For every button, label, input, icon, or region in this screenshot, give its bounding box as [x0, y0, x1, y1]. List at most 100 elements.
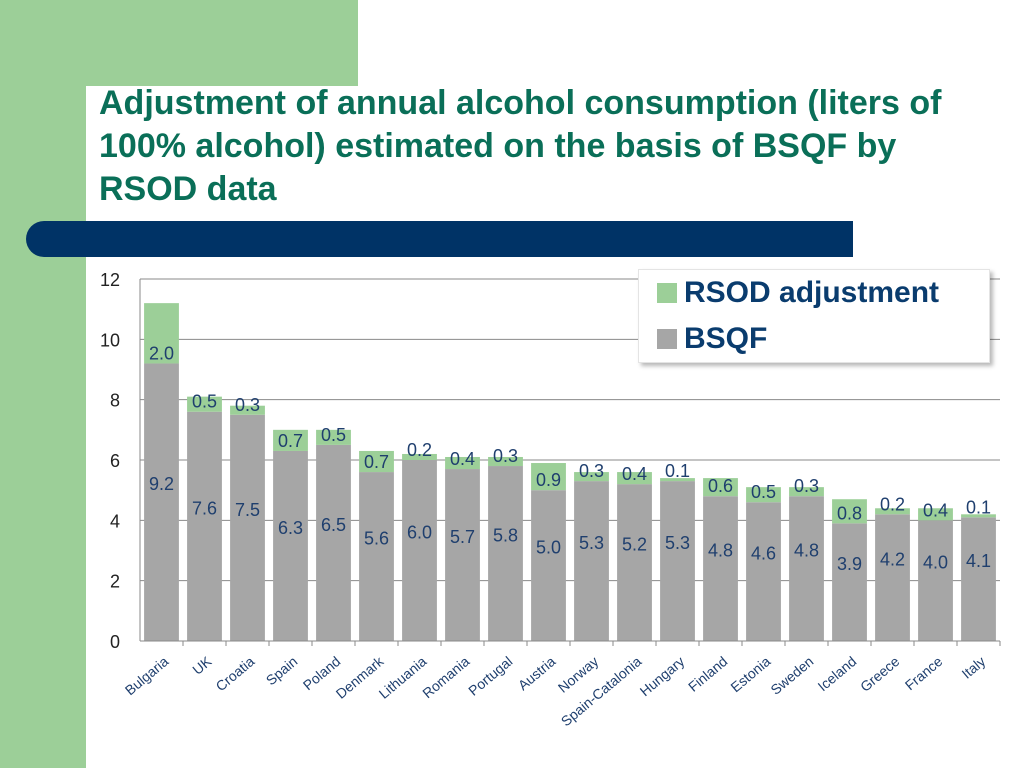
- bar-bsqf-spain: [273, 450, 308, 641]
- legend-label-bsqf: BSQF: [684, 322, 768, 355]
- x-tick-label-croatia: Croatia: [213, 653, 258, 694]
- x-tick-label-estonia: Estonia: [727, 653, 773, 695]
- bar-rsod-spain: [273, 429, 308, 451]
- legend-swatch-rsod: [657, 283, 677, 303]
- x-tick-label-france: France: [902, 653, 946, 693]
- label-bsqf-romania: 5.7: [450, 527, 475, 547]
- bar-rsod-italy: [961, 514, 996, 518]
- bar-bsqf-bulgaria: [144, 363, 179, 641]
- bar-rsod-lithuania: [402, 453, 437, 460]
- bar-bsqf-norway: [574, 481, 609, 641]
- bar-rsod-spain-catalonia: [617, 472, 652, 485]
- bar-bsqf-spain-catalonia: [617, 484, 652, 641]
- bar-rsod-croatia: [230, 405, 265, 415]
- legend-item-bsqf: BSQF: [657, 321, 767, 357]
- bar-bsqf-poland: [316, 444, 351, 641]
- bar-rsod-austria: [531, 463, 566, 491]
- left-accent-bar: [0, 0, 86, 768]
- x-tick-label-romania: Romania: [419, 653, 472, 701]
- y-tick-label-2: 2: [110, 572, 120, 592]
- label-rsod-bulgaria: 2.0: [149, 343, 174, 363]
- label-bsqf-estonia: 4.6: [751, 544, 776, 564]
- bar-bsqf-austria: [531, 490, 566, 641]
- label-bsqf-hungary: 5.3: [665, 533, 690, 553]
- label-bsqf-denmark: 5.6: [364, 529, 389, 549]
- bar-rsod-hungary: [660, 478, 695, 482]
- top-accent-bar: [0, 0, 358, 86]
- label-rsod-italy: 0.1: [966, 497, 991, 517]
- x-tick-label-portugal: Portugal: [465, 653, 515, 699]
- bar-bsqf-iceland: [832, 523, 867, 641]
- bar-bsqf-france: [918, 520, 953, 641]
- x-tick-label-spain-catalonia: Spain-Catalonia: [558, 653, 645, 729]
- bar-rsod-romania: [445, 456, 480, 470]
- y-tick-label-0: 0: [110, 632, 120, 652]
- label-bsqf-france: 4.0: [923, 553, 948, 573]
- label-bsqf-italy: 4.1: [966, 551, 991, 571]
- x-tick-label-italy: Italy: [958, 653, 988, 682]
- label-rsod-uk: 0.5: [192, 392, 217, 412]
- x-tick-label-uk: UK: [189, 653, 215, 678]
- bar-rsod-sweden: [789, 487, 824, 497]
- x-tick-label-iceland: Iceland: [815, 653, 860, 694]
- label-rsod-croatia: 0.3: [235, 395, 260, 415]
- bar-bsqf-romania: [445, 469, 480, 641]
- bar-rsod-estonia: [746, 487, 781, 503]
- x-tick-label-sweden: Sweden: [767, 653, 816, 698]
- x-tick-label-bulgaria: Bulgaria: [122, 653, 172, 698]
- label-bsqf-norway: 5.3: [579, 533, 604, 553]
- legend-swatch-bsqf: [657, 329, 677, 349]
- bar-bsqf-portugal: [488, 466, 523, 641]
- x-tick-label-spain: Spain: [263, 653, 301, 688]
- bar-rsod-bulgaria: [144, 303, 179, 364]
- label-bsqf-greece: 4.2: [880, 550, 905, 570]
- bar-rsod-finland: [703, 478, 738, 497]
- bar-rsod-france: [918, 508, 953, 521]
- bar-rsod-iceland: [832, 499, 867, 524]
- label-rsod-lithuania: 0.2: [407, 440, 432, 460]
- legend-label-rsod: RSOD adjustment: [684, 276, 940, 309]
- label-rsod-spain-catalonia: 0.4: [622, 464, 647, 484]
- bar-bsqf-italy: [961, 517, 996, 641]
- x-tick-label-greece: Greece: [857, 653, 903, 695]
- bar-rsod-uk: [187, 396, 222, 412]
- label-bsqf-sweden: 4.8: [794, 541, 819, 561]
- bar-bsqf-estonia: [746, 502, 781, 641]
- y-tick-label-12: 12: [100, 270, 120, 290]
- bar-bsqf-sweden: [789, 496, 824, 641]
- label-bsqf-austria: 5.0: [536, 538, 561, 558]
- label-rsod-austria: 0.9: [536, 470, 561, 490]
- label-rsod-iceland: 0.8: [837, 503, 862, 523]
- bar-rsod-norway: [574, 472, 609, 482]
- x-tick-label-lithuania: Lithuania: [376, 653, 430, 702]
- label-rsod-greece: 0.2: [880, 494, 905, 514]
- label-bsqf-uk: 7.6: [192, 498, 217, 518]
- y-tick-label-4: 4: [110, 511, 120, 531]
- label-rsod-portugal: 0.3: [493, 446, 518, 466]
- label-rsod-romania: 0.4: [450, 449, 475, 469]
- x-tick-label-austria: Austria: [515, 653, 559, 693]
- label-rsod-france: 0.4: [923, 500, 948, 520]
- label-rsod-norway: 0.3: [579, 461, 604, 481]
- bar-bsqf-denmark: [359, 472, 394, 641]
- label-bsqf-bulgaria: 9.2: [149, 474, 174, 494]
- bar-bsqf-greece: [875, 514, 910, 641]
- bar-rsod-denmark: [359, 450, 394, 473]
- y-tick-label-6: 6: [110, 451, 120, 471]
- label-bsqf-iceland: 3.9: [837, 554, 862, 574]
- bar-bsqf-lithuania: [402, 460, 437, 641]
- title-underline-bar: [26, 221, 853, 257]
- label-bsqf-portugal: 5.8: [493, 526, 518, 546]
- label-rsod-sweden: 0.3: [794, 476, 819, 496]
- label-rsod-poland: 0.5: [321, 425, 346, 445]
- bar-bsqf-croatia: [230, 414, 265, 641]
- label-rsod-estonia: 0.5: [751, 482, 776, 502]
- label-rsod-hungary: 0.1: [665, 461, 690, 481]
- bar-bsqf-finland: [703, 496, 738, 641]
- y-tick-label-8: 8: [110, 391, 120, 411]
- label-bsqf-spain-catalonia: 5.2: [622, 535, 647, 555]
- bar-bsqf-hungary: [660, 481, 695, 641]
- label-bsqf-poland: 6.5: [321, 515, 346, 535]
- bar-rsod-portugal: [488, 456, 523, 467]
